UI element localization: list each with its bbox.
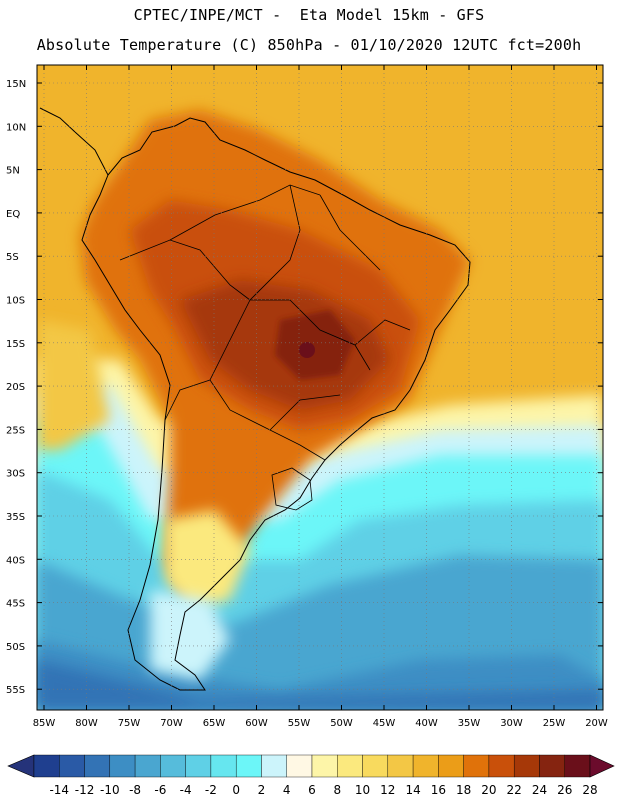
colorbar-swatch	[488, 754, 515, 778]
colorbar-label: 10	[355, 783, 370, 797]
colorbar-swatch	[438, 754, 464, 778]
colorbar-swatch	[210, 754, 237, 778]
lat-label: 40S	[6, 555, 25, 566]
colorbar-swatch	[337, 754, 363, 778]
colorbar-swatch	[261, 754, 287, 778]
colorbar-swatch	[84, 754, 111, 778]
lon-label: 45W	[373, 718, 396, 729]
lat-label: 30S	[6, 469, 25, 480]
lon-label: 30W	[500, 718, 523, 729]
colorbar-label: -6	[154, 783, 166, 797]
lat-label: 5N	[6, 166, 20, 177]
map-title: CPTEC/INPE/MCT - Eta Model 15km - GFS	[133, 6, 485, 24]
colorbar-over-arrow	[589, 754, 615, 778]
colorbar-swatch	[109, 754, 136, 778]
colorbar-label: 22	[507, 783, 522, 797]
colorbar-label: -12	[75, 783, 95, 797]
lat-label: 5S	[6, 252, 19, 263]
lat-label: 15N	[6, 79, 26, 90]
colorbar-label: 26	[557, 783, 572, 797]
colorbar-label: -2	[205, 783, 217, 797]
lat-label: 35S	[6, 512, 25, 523]
colorbar-label: 24	[532, 783, 547, 797]
colorbar-swatch	[311, 754, 338, 778]
colorbar-label: 28	[582, 783, 597, 797]
latitude-labels: 15N 10N 5N EQ 5S 10S 15S 20S 25S 30S 35S 40S 45S 50S 5…	[6, 79, 603, 696]
map-subtitle: Absolute Temperature (C) 850hPa - 01/10/…	[36, 36, 582, 54]
colorbar-swatch	[412, 754, 439, 778]
lon-label: 85W	[33, 718, 56, 729]
colorbar-label: -14	[49, 783, 69, 797]
colorbar-swatch	[387, 754, 414, 778]
colorbar-swatch	[185, 754, 212, 778]
colorbar-swatch	[160, 754, 186, 778]
lat-label: EQ	[6, 209, 20, 220]
colorbar-label: 8	[333, 783, 341, 797]
colorbar-label: -4	[180, 783, 192, 797]
colorbar-swatch	[286, 754, 313, 778]
lon-label: 25W	[543, 718, 566, 729]
lon-label: 20W	[585, 718, 608, 729]
colorbar: -14 -12 -10 -8 -6 -4 -2 0 2 4 6 8 10 12 14 16 18 20 22 24 26…	[7, 754, 615, 797]
colorbar-under-arrow	[7, 754, 35, 778]
lat-label: 10S	[6, 296, 25, 307]
map-frame	[36, 64, 604, 711]
colorbar-label: 18	[456, 783, 471, 797]
lat-label: 15S	[6, 339, 25, 350]
lon-label: 80W	[75, 718, 98, 729]
colorbar-swatch	[134, 754, 161, 778]
lat-label: 10N	[6, 122, 26, 133]
colorbar-label: 14	[405, 783, 420, 797]
colorbar-swatch	[235, 754, 262, 778]
lat-label: 55S	[6, 685, 25, 696]
colorbar-label: -10	[100, 783, 120, 797]
colorbar-label: 12	[380, 783, 395, 797]
lon-label: 70W	[160, 718, 183, 729]
lon-label: 35W	[458, 718, 481, 729]
colorbar-swatch	[539, 754, 565, 778]
lon-label: 50W	[330, 718, 353, 729]
lon-label: 65W	[203, 718, 226, 729]
lat-label: 50S	[6, 642, 25, 653]
colorbar-label: 6	[308, 783, 316, 797]
lat-label: 20S	[6, 382, 25, 393]
colorbar-label: 2	[258, 783, 266, 797]
colorbar-label: 0	[232, 783, 240, 797]
lon-label: 60W	[245, 718, 268, 729]
colorbar-swatch	[59, 754, 85, 778]
colorbar-label: 16	[431, 783, 446, 797]
lon-label: 40W	[415, 718, 438, 729]
temperature-field	[37, 65, 603, 710]
colorbar-label: 20	[481, 783, 496, 797]
colorbar-swatch	[564, 754, 591, 778]
colorbar-swatch	[513, 754, 540, 778]
lat-label: 45S	[6, 599, 25, 610]
colorbar-swatch	[362, 754, 389, 778]
colorbar-swatch	[463, 754, 490, 778]
colorbar-label: -8	[129, 783, 141, 797]
lon-label: 55W	[288, 718, 311, 729]
colorbar-label: 4	[283, 783, 291, 797]
lat-label: 25S	[6, 425, 25, 436]
lon-label: 75W	[118, 718, 141, 729]
colorbar-swatch	[33, 754, 60, 778]
longitude-labels: 85W 80W 75W 70W 65W 60W 55W 50W 45W 40W 35W 30W 25W 2…	[33, 65, 608, 729]
country-borders	[119, 184, 411, 511]
